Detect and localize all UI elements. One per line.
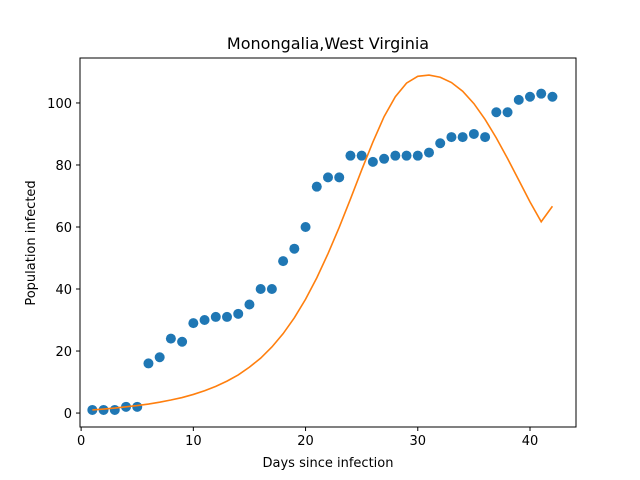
chart-title: Monongalia,West Virginia <box>227 34 429 53</box>
scatter-point <box>323 172 333 183</box>
scatter-point <box>502 107 513 118</box>
x-axis-title: Days since infection <box>263 456 394 471</box>
scatter-point <box>165 333 176 344</box>
scatter-point <box>154 352 165 363</box>
scatter-point <box>233 308 244 319</box>
scatter-point <box>468 128 479 139</box>
scatter-point <box>367 156 378 167</box>
scatter-point <box>311 181 322 192</box>
y-tick-label: 40 <box>55 283 72 298</box>
x-tick-label: 0 <box>77 434 85 449</box>
scatter-point <box>109 404 120 415</box>
scatter-point <box>446 132 457 143</box>
scatter-point <box>266 284 277 295</box>
scatter-point <box>491 107 502 118</box>
x-tick-label: 40 <box>522 434 539 449</box>
y-tick-label: 0 <box>64 407 72 422</box>
scatter-point <box>547 91 558 102</box>
plot-frame <box>79 57 577 428</box>
x-tick-label: 10 <box>185 434 202 449</box>
scatter-point <box>222 311 233 322</box>
scatter-point <box>457 132 468 143</box>
scatter-point <box>513 94 524 105</box>
scatter-point <box>188 318 199 329</box>
scatter-point <box>132 401 143 412</box>
scatter-point <box>480 132 491 143</box>
scatter-point <box>255 284 266 295</box>
y-tick-label: 100 <box>47 97 72 112</box>
scatter-point <box>390 150 401 161</box>
scatter-point <box>300 221 311 232</box>
scatter-point <box>278 256 289 267</box>
scatter-point <box>143 358 154 369</box>
plot-series <box>87 74 558 415</box>
scatter-point <box>356 150 367 161</box>
axes: 0 10 20 30 40 0 20 40 60 80 100 <box>47 57 577 449</box>
scatter-point <box>334 172 345 183</box>
scatter-point <box>423 147 434 158</box>
scatter-point <box>524 91 535 102</box>
scatter-point <box>210 311 221 322</box>
scatter-point <box>98 404 109 415</box>
scatter-point <box>345 150 356 161</box>
scatter-point <box>244 299 255 310</box>
y-tick-label: 20 <box>55 345 72 360</box>
scatter-point <box>401 150 412 161</box>
x-tick-label: 30 <box>410 434 427 449</box>
x-tick-label: 20 <box>297 434 314 449</box>
scatter-point <box>199 315 210 326</box>
scatter-point <box>177 336 188 347</box>
y-tick-label: 80 <box>55 159 72 174</box>
scatter-point <box>536 88 547 99</box>
y-tick-label: 60 <box>55 221 72 236</box>
y-axis-title: Population infected <box>24 180 39 305</box>
scatter-point <box>379 153 390 164</box>
fit-line <box>92 74 554 411</box>
scatter-point <box>412 150 423 161</box>
scatter-point <box>435 138 446 149</box>
scatter-point <box>289 243 300 254</box>
